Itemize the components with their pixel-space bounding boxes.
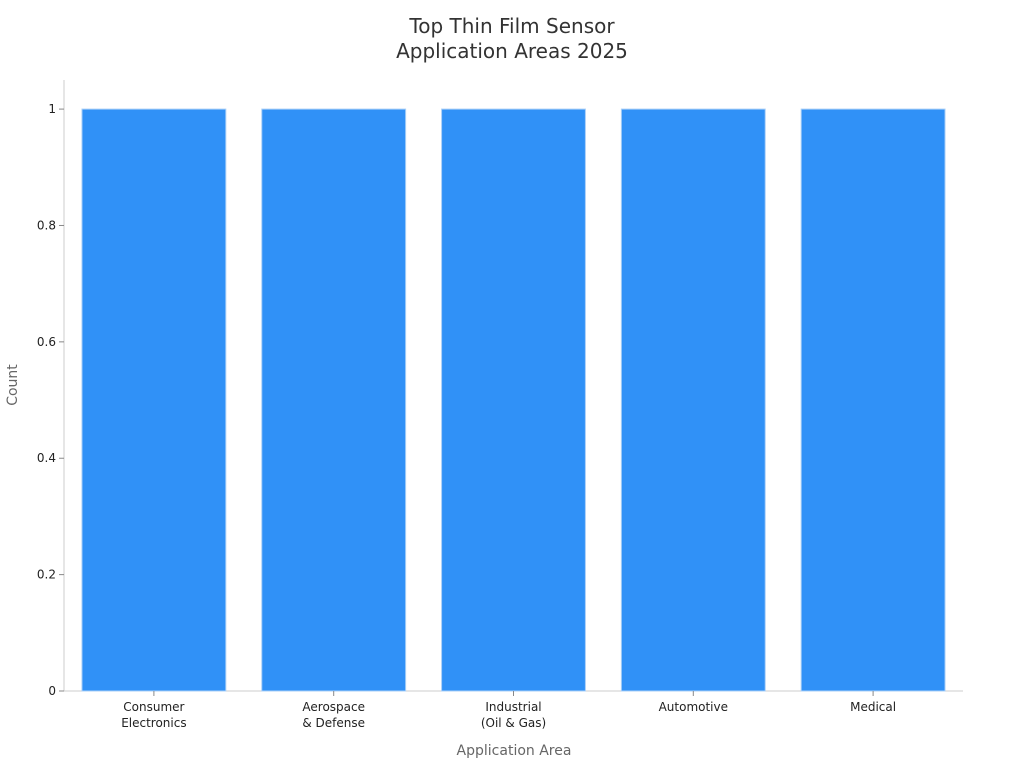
y-axis-label: Count bbox=[5, 364, 21, 406]
x-tick-label: Automotive bbox=[659, 700, 728, 714]
y-tick-label: 1 bbox=[48, 102, 56, 116]
x-tick-label: Medical bbox=[850, 700, 896, 714]
chart-title: Top Thin Film Sensor Application Areas 20… bbox=[396, 14, 628, 63]
bar bbox=[800, 108, 946, 692]
x-tick-label: Aerospace & Defense bbox=[302, 700, 365, 730]
x-tick-label: Industrial (Oil & Gas) bbox=[481, 700, 546, 730]
bar bbox=[261, 108, 407, 692]
y-tick-label: 0.8 bbox=[37, 218, 56, 232]
y-tick-label: 0.2 bbox=[37, 568, 56, 582]
x-axis-label: Application Area bbox=[457, 743, 572, 759]
x-tick-label: Consumer Electronics bbox=[121, 700, 186, 730]
bar bbox=[81, 108, 227, 692]
bar bbox=[620, 108, 766, 692]
y-tick-label: 0 bbox=[48, 684, 56, 698]
y-tick-label: 0.4 bbox=[37, 451, 56, 465]
bar bbox=[441, 108, 586, 692]
y-tick-label: 0.6 bbox=[37, 335, 56, 349]
